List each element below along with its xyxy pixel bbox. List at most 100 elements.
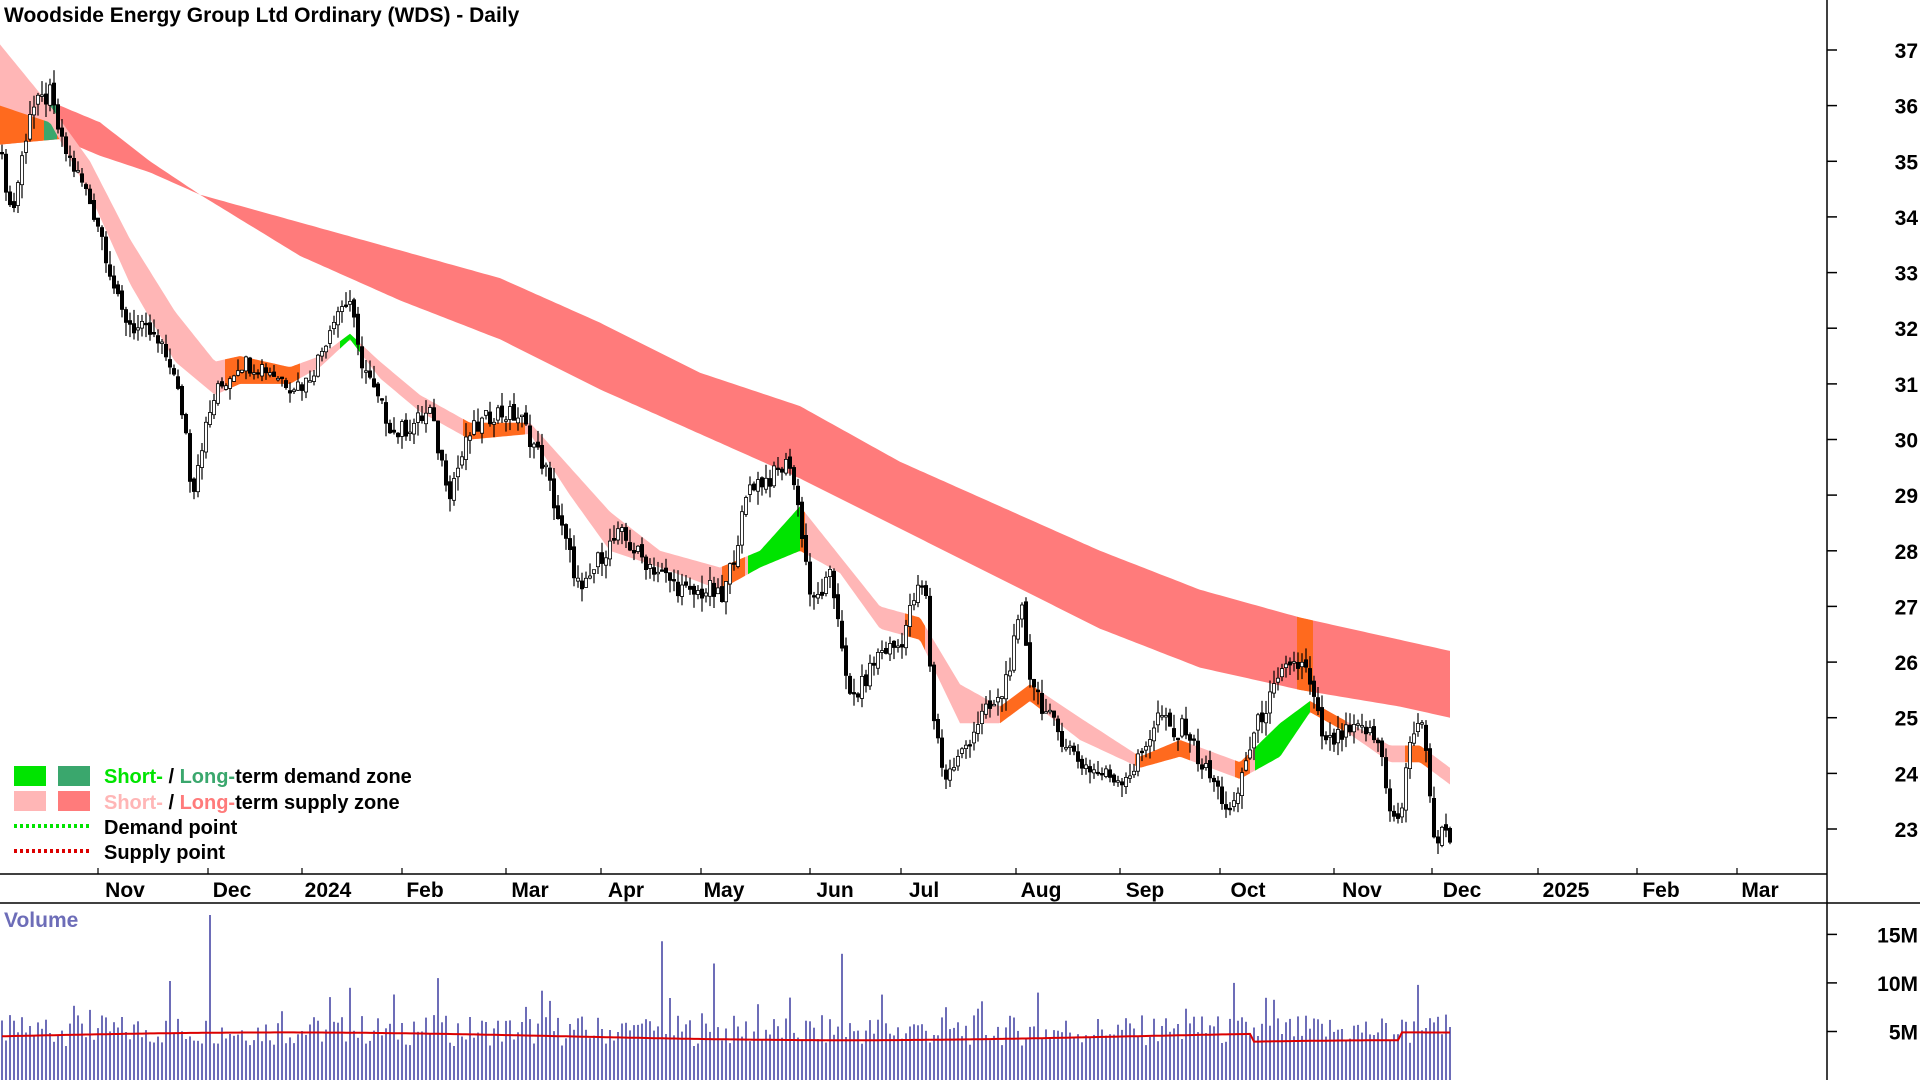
price-candle bbox=[916, 584, 921, 603]
price-candle bbox=[940, 737, 945, 768]
price-candle bbox=[267, 372, 272, 376]
price-candle bbox=[584, 577, 589, 588]
x-tick-label: Jun bbox=[816, 879, 853, 902]
price-candle bbox=[1444, 824, 1449, 831]
price-candle bbox=[980, 710, 985, 724]
price-candle bbox=[896, 645, 901, 648]
price-candle bbox=[112, 275, 117, 289]
price-candle bbox=[391, 429, 396, 433]
price-candle bbox=[844, 645, 849, 676]
price-candle bbox=[383, 402, 388, 424]
price-candle bbox=[712, 582, 717, 597]
legend-supply-short: Short- bbox=[104, 792, 163, 814]
price-candle bbox=[1388, 788, 1393, 812]
price-candle bbox=[207, 412, 212, 425]
price-candle bbox=[772, 465, 777, 487]
price-candle bbox=[1084, 764, 1089, 770]
price-candle bbox=[1168, 712, 1173, 727]
price-candle bbox=[1180, 718, 1185, 737]
price-candle bbox=[44, 93, 49, 105]
price-candle bbox=[251, 372, 256, 375]
price-candle bbox=[760, 477, 765, 488]
price-candle bbox=[15, 182, 20, 206]
price-candle bbox=[1248, 749, 1253, 759]
x-tick-label: Apr bbox=[608, 879, 644, 902]
price-candle bbox=[1016, 619, 1021, 640]
price-candle bbox=[36, 94, 41, 105]
price-candle bbox=[275, 377, 280, 381]
price-candle bbox=[211, 400, 216, 416]
price-candle bbox=[439, 449, 444, 461]
price-candle bbox=[503, 419, 508, 422]
price-candle bbox=[215, 383, 220, 404]
price-candle bbox=[624, 527, 629, 541]
price-candle bbox=[1308, 668, 1313, 685]
price-candle bbox=[1028, 642, 1033, 680]
price-candle bbox=[48, 84, 53, 106]
volume-bars bbox=[1, 915, 1451, 1080]
price-candle bbox=[756, 479, 761, 492]
price-candle bbox=[656, 571, 661, 575]
price-axis: 23 24 25 26 27 28 29 30 31 32 33 34 35 36 37 bbox=[1827, 40, 1918, 842]
y-tick-label: 26 bbox=[1895, 652, 1918, 675]
price-candle bbox=[1188, 734, 1193, 741]
price-candle bbox=[335, 311, 340, 326]
price-candle bbox=[1112, 774, 1117, 783]
price-candle bbox=[283, 380, 288, 388]
price-candle bbox=[447, 481, 452, 500]
x-tick-label: Feb bbox=[406, 879, 443, 902]
price-candle bbox=[968, 744, 973, 747]
price-candle bbox=[27, 114, 32, 140]
price-candle bbox=[1400, 807, 1405, 818]
price-candle bbox=[572, 546, 577, 579]
price-candle bbox=[872, 662, 877, 666]
y-tick-label: 36 bbox=[1895, 96, 1918, 119]
price-candle bbox=[764, 477, 769, 490]
price-candle bbox=[600, 552, 605, 564]
price-candle bbox=[676, 581, 681, 597]
price-candle bbox=[287, 390, 292, 394]
price-candle bbox=[532, 443, 537, 448]
price-candle bbox=[499, 405, 504, 418]
price-candle bbox=[1032, 679, 1037, 688]
price-candle bbox=[291, 389, 296, 392]
price-candle bbox=[415, 412, 420, 423]
price-candle bbox=[1432, 798, 1437, 838]
price-candle bbox=[423, 412, 428, 425]
price-candle bbox=[616, 528, 621, 541]
price-candle bbox=[860, 676, 865, 699]
price-candle bbox=[1196, 740, 1201, 765]
price-candle bbox=[1156, 712, 1161, 726]
price-candle bbox=[816, 594, 821, 599]
short-term-demand-zone-1 bbox=[1255, 701, 1310, 771]
price-candle bbox=[1216, 780, 1221, 787]
price-candle bbox=[1320, 707, 1325, 737]
price-candle bbox=[828, 569, 833, 578]
price-candle bbox=[1064, 747, 1069, 750]
x-tick-label: Nov bbox=[1342, 879, 1382, 902]
legend-supply-long: Long- bbox=[180, 792, 236, 814]
price-candle bbox=[1056, 718, 1061, 733]
short-term-demand-zone-0 bbox=[748, 506, 800, 575]
price-candle bbox=[68, 155, 73, 158]
price-candle bbox=[988, 700, 993, 709]
price-candle bbox=[580, 580, 585, 590]
price-candle bbox=[327, 330, 332, 344]
price-candle bbox=[1140, 750, 1145, 754]
price-candle bbox=[1312, 680, 1317, 697]
y-tick-label: 33 bbox=[1895, 263, 1918, 286]
price-candle bbox=[996, 697, 1001, 703]
price-candle bbox=[227, 378, 232, 389]
y-tick-label: 30 bbox=[1895, 430, 1918, 453]
price-candle bbox=[1052, 710, 1057, 718]
x-tick-label: Dec bbox=[1443, 879, 1482, 902]
price-candle bbox=[1076, 751, 1081, 762]
price-candle bbox=[1100, 773, 1105, 776]
price-candle bbox=[1120, 781, 1125, 786]
price-candle bbox=[243, 356, 248, 372]
price-candle bbox=[495, 407, 500, 421]
price-candle bbox=[1336, 729, 1341, 744]
price-candle bbox=[1068, 745, 1073, 748]
price-candle bbox=[1436, 836, 1441, 844]
price-candle bbox=[419, 415, 424, 421]
